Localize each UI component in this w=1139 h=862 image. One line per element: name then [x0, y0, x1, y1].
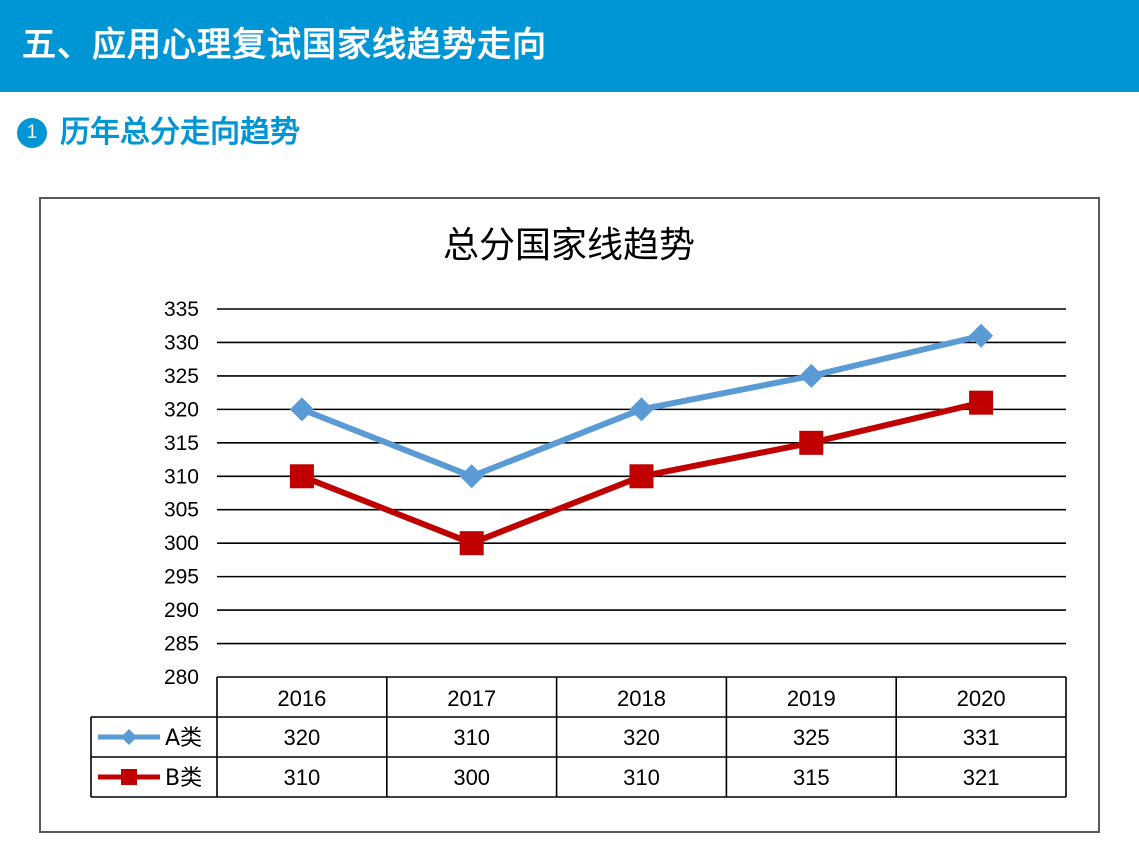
- data-point: [459, 464, 484, 489]
- legend-label: A类: [165, 726, 202, 751]
- data-label: 300: [453, 765, 490, 790]
- series-layer: [289, 323, 994, 556]
- data-table: 2016 2017 2018 2019 2020 A类 320 310 320 325 331 B类 3…: [90, 677, 1067, 798]
- legend-marker: [121, 769, 137, 785]
- y-tick-label: 300: [164, 532, 199, 555]
- data-point: [799, 363, 824, 388]
- data-point: [289, 397, 314, 422]
- page-title: 五、应用心理复试国家线趋势走向: [22, 25, 547, 65]
- chart-title: 总分国家线趋势: [443, 225, 695, 266]
- x-tick-label: 2020: [957, 686, 1006, 711]
- data-label: 310: [623, 765, 660, 790]
- x-tick-label: 2017: [447, 686, 496, 711]
- data-label: 321: [963, 765, 1000, 790]
- data-label: 310: [453, 725, 490, 750]
- y-tick-label: 310: [164, 465, 199, 488]
- y-tick-label: 320: [164, 398, 199, 421]
- data-label: 331: [963, 725, 1000, 750]
- legend-marker: [121, 729, 137, 745]
- y-tick-label: 285: [164, 633, 199, 656]
- section-number-badge: 1: [17, 118, 47, 148]
- y-tick-label: 315: [164, 432, 199, 455]
- data-point: [799, 430, 824, 455]
- y-axis-ticks: 280 285 290 295 300 305 310 315 320 325 330 335: [164, 298, 199, 689]
- y-tick-label: 290: [164, 599, 199, 622]
- data-point: [969, 323, 994, 348]
- section-title: 历年总分走向趋势: [60, 115, 300, 150]
- y-tick-label: 330: [164, 331, 199, 354]
- x-tick-label: 2016: [277, 686, 326, 711]
- data-point: [289, 464, 314, 489]
- y-tick-label: 305: [164, 499, 199, 522]
- data-point: [459, 531, 484, 556]
- data-label: 310: [284, 765, 321, 790]
- header-bar: 五、应用心理复试国家线趋势走向: [0, 0, 1139, 92]
- data-point: [629, 397, 654, 422]
- x-tick-label: 2018: [617, 686, 666, 711]
- data-label: 315: [793, 765, 830, 790]
- legend-label: B类: [165, 766, 202, 791]
- data-point: [629, 464, 654, 489]
- data-point: [969, 390, 994, 415]
- data-label: 325: [793, 725, 830, 750]
- y-tick-label: 335: [164, 298, 199, 321]
- data-label: 320: [623, 725, 660, 750]
- data-label: 320: [284, 725, 321, 750]
- x-tick-label: 2019: [787, 686, 836, 711]
- y-tick-label: 280: [164, 666, 199, 689]
- y-tick-label: 295: [164, 566, 199, 589]
- y-tick-label: 325: [164, 365, 199, 388]
